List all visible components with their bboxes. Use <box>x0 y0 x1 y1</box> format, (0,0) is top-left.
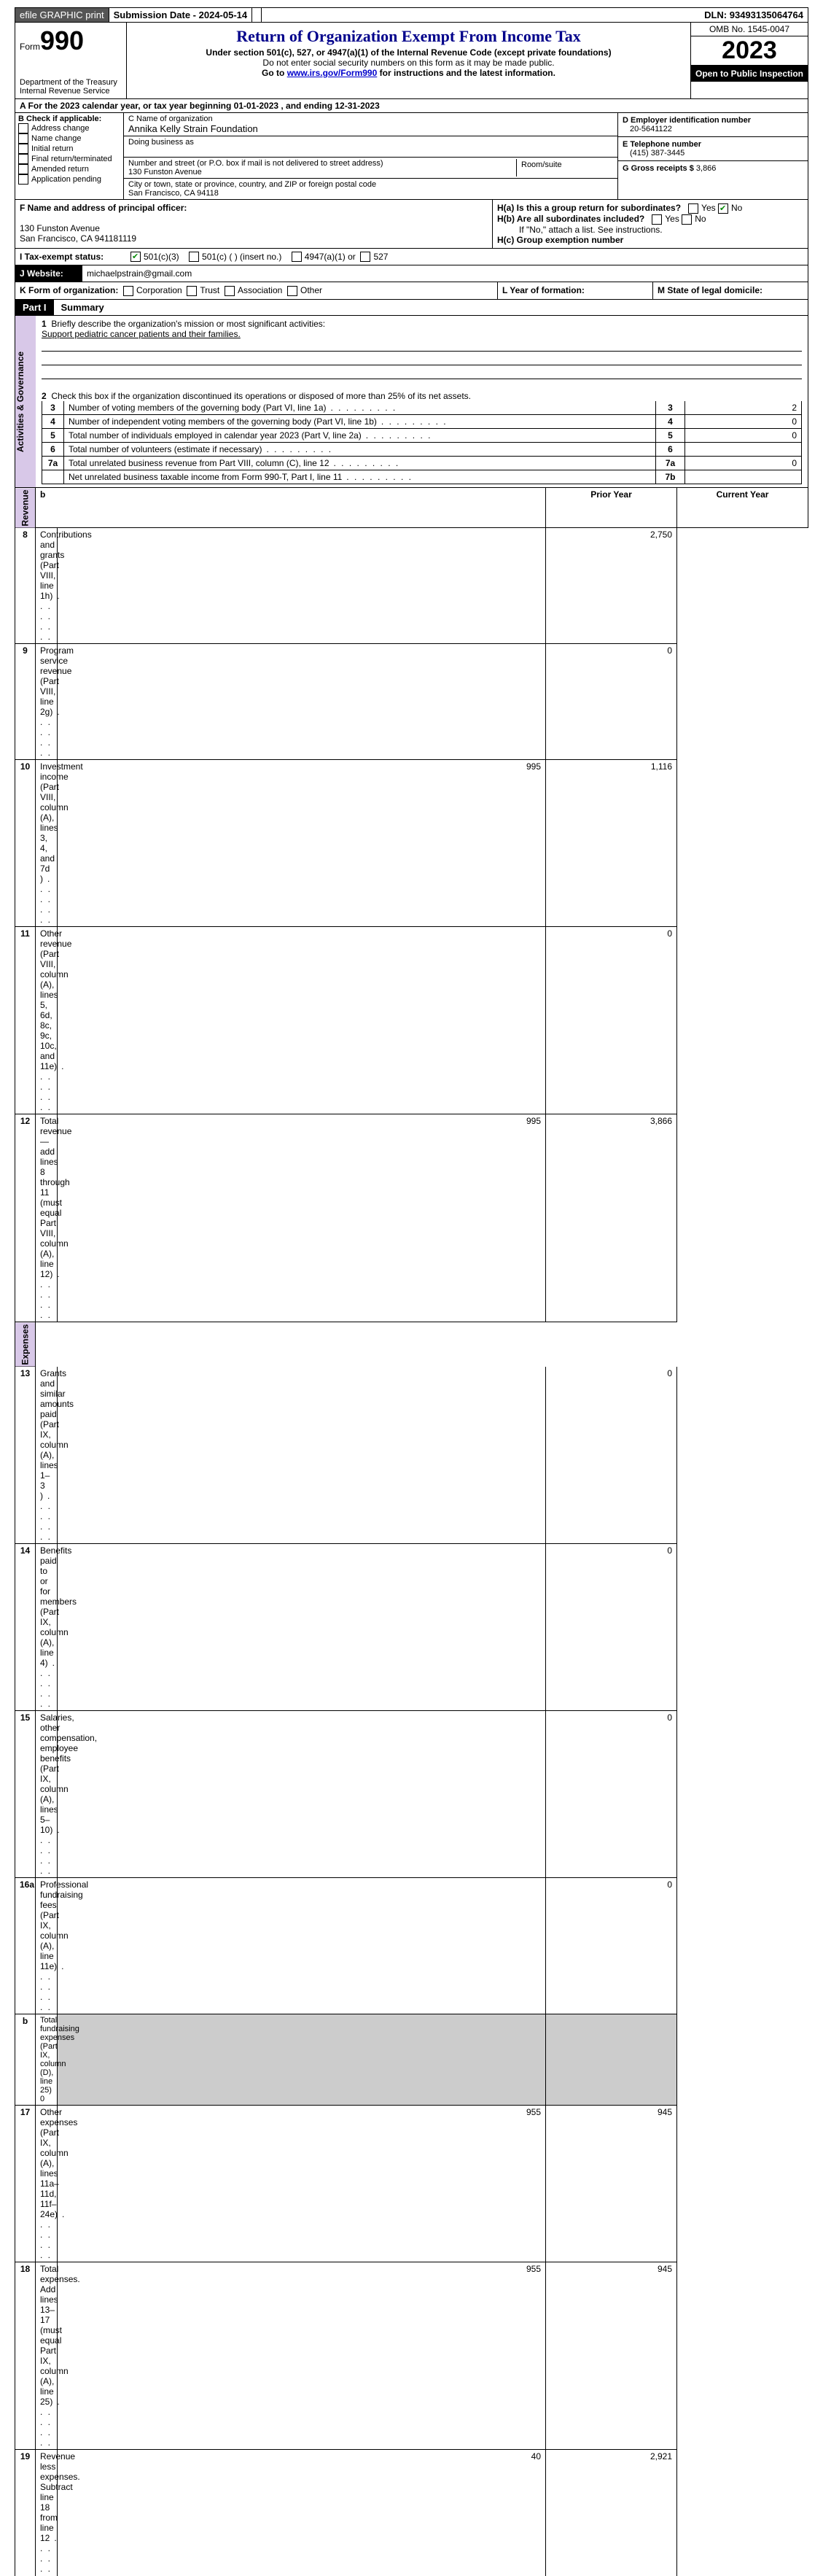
expenses-table: Expenses 13Grants and similar amounts pa… <box>15 1322 808 2576</box>
website-value: michaelpstrain@gmail.com <box>82 265 808 282</box>
tax-period: A For the 2023 calendar year, or tax yea… <box>15 99 808 113</box>
submission-date: Submission Date - 2024-05-14 <box>109 8 253 22</box>
mission-text: Support pediatric cancer patients and th… <box>42 329 241 339</box>
sidebar-activities: Activities & Governance <box>15 316 36 487</box>
org-name: Annika Kelly Strain Foundation <box>128 123 258 134</box>
irs-link[interactable]: www.irs.gov/Form990 <box>287 68 378 78</box>
part1-header: Part I Summary <box>15 300 808 316</box>
org-city: San Francisco, CA 94118 <box>128 189 219 198</box>
gross-receipts: 3,866 <box>696 164 717 173</box>
efile-label: efile GRAPHIC print <box>15 8 109 22</box>
mission-box: Activities & Governance 1 Briefly descri… <box>15 316 808 488</box>
box-f-h: F Name and address of principal officer:… <box>15 200 808 249</box>
sidebar-expenses: Expenses <box>15 1322 36 1367</box>
box-j-row: J Website: michaelpstrain@gmail.com <box>15 265 808 282</box>
open-inspection: Open to Public Inspection <box>691 66 808 82</box>
dln: DLN: 93493135064764 <box>700 8 808 22</box>
ag-table: 3Number of voting members of the governi… <box>42 401 802 484</box>
goto-link: Go to www.irs.gov/Form990 for instructio… <box>133 68 684 78</box>
box-c: C Name of organizationAnnika Kelly Strai… <box>124 113 618 199</box>
room-label: Room/suite <box>517 159 613 176</box>
org-street: 130 Funston Avenue <box>128 168 202 176</box>
box-de: D Employer identification number20-56411… <box>618 113 808 199</box>
form-header: Form990 Department of the Treasury Inter… <box>15 23 808 99</box>
year-box: OMB No. 1545-0047 2023 Open to Public In… <box>690 23 808 98</box>
ha-no-checkbox <box>718 203 728 214</box>
phone: (415) 387-3445 <box>623 149 684 158</box>
sidebar-revenue: Revenue <box>15 488 36 528</box>
title-block: Return of Organization Exempt From Incom… <box>127 23 690 98</box>
topbar: efile GRAPHIC print Submission Date - 20… <box>15 7 808 23</box>
form-note: Do not enter social security numbers on … <box>133 58 684 68</box>
form-id: Form990 Department of the Treasury Inter… <box>15 23 127 98</box>
501c3-checkbox <box>130 252 141 262</box>
box-i-row: I Tax-exempt status: 501(c)(3) 501(c) ( … <box>15 249 808 266</box>
website-label: J Website: <box>15 265 82 282</box>
box-b: B Check if applicable: Address change Na… <box>15 113 124 199</box>
box-f: F Name and address of principal officer:… <box>15 200 493 248</box>
ein: 20-5641122 <box>623 125 672 133</box>
omb-label: OMB No. 1545-0047 <box>691 23 808 36</box>
entity-grid: B Check if applicable: Address change Na… <box>15 113 808 200</box>
tax-year: 2023 <box>691 36 808 66</box>
form-title: Return of Organization Exempt From Incom… <box>133 27 684 46</box>
form-subtitle: Under section 501(c), 527, or 4947(a)(1)… <box>133 47 684 58</box>
dept-label: Department of the Treasury Internal Reve… <box>20 78 122 96</box>
box-klm-row: K Form of organization: Corporation Trus… <box>15 282 808 300</box>
box-h: H(a) Is this a group return for subordin… <box>493 200 808 248</box>
revenue-table: Revenue b Prior Year Current Year 8Contr… <box>15 488 808 1322</box>
